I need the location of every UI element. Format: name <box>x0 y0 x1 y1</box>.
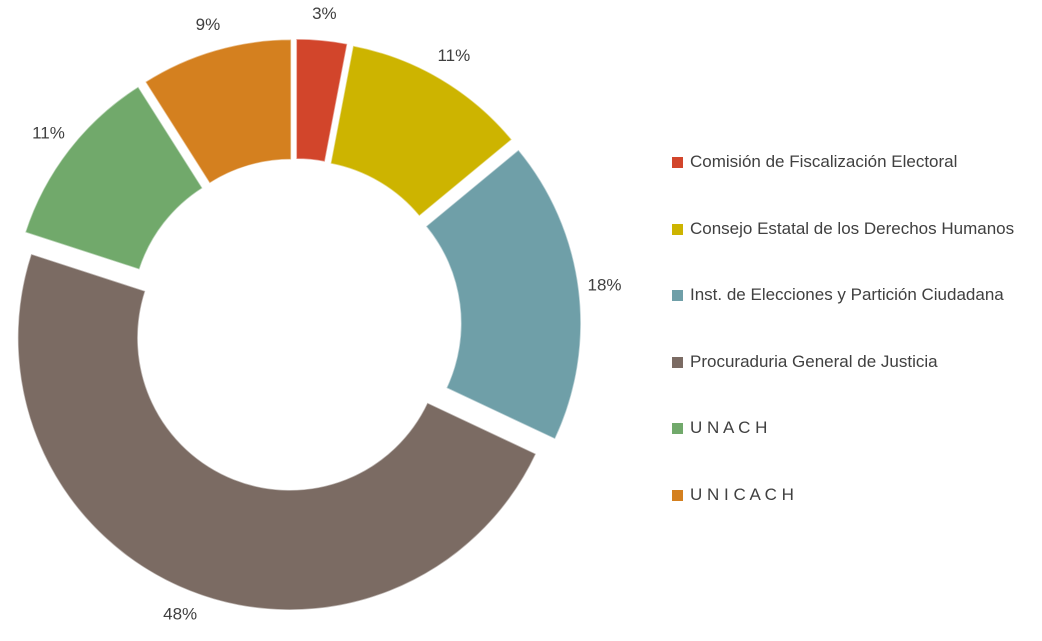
legend-swatch <box>672 223 683 235</box>
legend-label: U N A C H <box>690 418 768 437</box>
data-label: 9% <box>196 15 221 34</box>
data-label: 11% <box>32 123 65 142</box>
donut-segment <box>17 253 537 611</box>
legend-label: Consejo Estatal de los Derechos Humanos <box>690 218 1015 238</box>
donut-segment <box>295 38 349 163</box>
legend-label: Comisión de Fiscalización Electoral <box>690 152 958 171</box>
donut-segment <box>424 148 582 441</box>
data-label: 18% <box>588 275 622 294</box>
legend-item: Inst. de Elecciones y Partición Ciudadan… <box>672 282 1032 308</box>
legend-swatch <box>672 423 683 434</box>
data-label: 48% <box>163 605 197 624</box>
legend-item: U N A C H <box>672 415 1032 441</box>
legend-swatch <box>672 157 683 168</box>
donut-segment <box>329 44 513 218</box>
data-label: 3% <box>312 4 337 23</box>
legend-label: Inst. de Elecciones y Partición Ciudadan… <box>690 285 1004 304</box>
legend-item: Comisión de Fiscalización Electoral <box>672 149 1032 175</box>
data-label: 11% <box>437 46 470 65</box>
legend-item: Consejo Estatal de los Derechos Humanos <box>672 216 1032 242</box>
legend-label: U N I C A C H <box>690 484 794 504</box>
legend-swatch <box>672 489 683 501</box>
legend-swatch <box>672 356 683 368</box>
legend-item: U N I C A C H <box>672 482 1032 508</box>
legend-swatch <box>672 290 683 301</box>
donut-segment <box>24 85 204 271</box>
legend-item: Procuraduria General de Justicia <box>672 349 1032 375</box>
donut-segment <box>144 38 292 185</box>
legend-label: Procuraduria General de Justicia <box>690 351 938 371</box>
